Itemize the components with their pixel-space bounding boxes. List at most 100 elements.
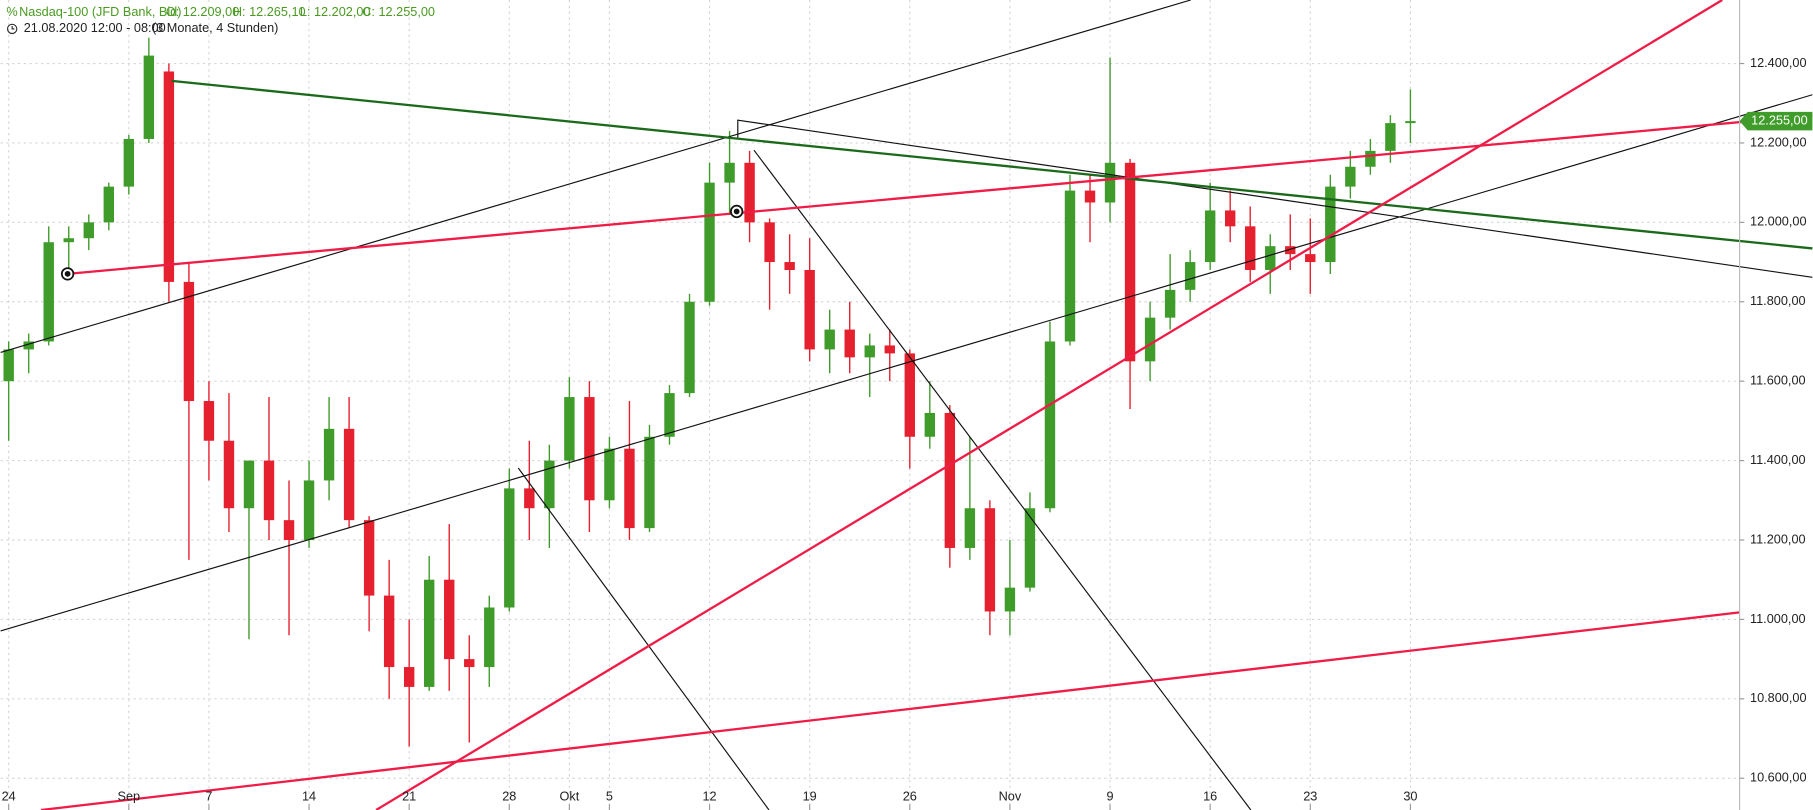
x-tick-label: 28 <box>502 789 516 804</box>
candle-body <box>824 329 835 350</box>
candle-body <box>524 488 535 509</box>
trend-line <box>0 0 1191 353</box>
candle-body <box>804 270 815 350</box>
candle-body <box>363 520 375 596</box>
candle-body <box>1285 246 1296 255</box>
candle-body <box>504 488 515 608</box>
trend-line <box>737 119 1813 278</box>
candle-body <box>444 579 455 660</box>
candle-body <box>403 667 415 687</box>
candle-body <box>3 349 14 382</box>
x-tick-label: Sep <box>118 789 141 804</box>
candle-body <box>904 353 915 437</box>
candle-body <box>1385 123 1396 151</box>
candle-body <box>584 397 595 501</box>
candle-body <box>1124 162 1136 362</box>
candle-body <box>644 436 655 529</box>
candle-body <box>464 659 475 668</box>
candle-body <box>1004 587 1016 612</box>
candle-body <box>964 508 976 548</box>
y-tick-label: 10.800,00 <box>1750 690 1807 705</box>
x-tick-label: 23 <box>1303 789 1317 804</box>
candle-body <box>223 440 235 509</box>
y-tick-label: 11.200,00 <box>1750 531 1806 546</box>
x-tick-label: 21 <box>402 789 416 804</box>
candle-body <box>544 460 555 509</box>
high-label: H: 12.265,10 <box>233 4 306 19</box>
price-tag-label: 12.255,00 <box>1751 112 1808 127</box>
candle-body <box>624 448 635 529</box>
x-tick-label: 30 <box>1403 789 1417 804</box>
x-tick-label: 14 <box>302 789 316 804</box>
candle-body <box>1305 254 1316 263</box>
close-label: C: 12.255,00 <box>362 4 435 19</box>
candle-body <box>924 412 936 437</box>
candle-body <box>1044 341 1056 509</box>
candle-body <box>744 162 755 223</box>
x-tick-label: 19 <box>803 789 817 804</box>
candle-body <box>664 393 675 437</box>
y-tick-label: 11.600,00 <box>1750 373 1806 388</box>
trend-line <box>40 611 1740 810</box>
candle-body <box>984 508 996 612</box>
candle-body <box>1265 246 1276 270</box>
candle-body <box>343 428 355 521</box>
candle-body <box>424 579 435 687</box>
date-range: 21.08.2020 12:00 - 08:00 <box>24 20 166 35</box>
x-tick-label: 12 <box>702 789 716 804</box>
price-tag <box>1739 111 1813 131</box>
candle-body <box>864 345 875 358</box>
candle-body <box>724 162 735 183</box>
y-tick-label: 11.000,00 <box>1750 611 1806 626</box>
candle-body <box>704 182 715 302</box>
y-tick-label: 12.000,00 <box>1750 214 1807 229</box>
candle-body <box>1104 162 1116 203</box>
candle-body <box>143 55 155 139</box>
anchor-point <box>733 208 740 215</box>
candle-body <box>163 71 175 282</box>
candle-body <box>944 412 956 548</box>
candle-body <box>1184 262 1196 290</box>
candle-body <box>1204 210 1216 263</box>
candle-body <box>63 238 74 243</box>
candle-body <box>884 345 895 354</box>
trend-line <box>375 0 1723 810</box>
candle-body <box>303 480 315 540</box>
candle-body <box>203 401 215 441</box>
trend-line <box>517 467 770 810</box>
candle-body <box>43 242 54 342</box>
candle-body <box>103 186 115 223</box>
trend-line <box>0 94 1813 632</box>
trend-line <box>753 149 1252 810</box>
header: % Nasdaq-100 (JFD Bank, Bid) O: 12.209,0… <box>6 4 435 35</box>
candle-body <box>1224 210 1236 227</box>
candle-body <box>1064 190 1076 342</box>
x-tick-label: 7 <box>205 789 212 804</box>
candle-body <box>764 222 775 263</box>
y-tick-label: 10.600,00 <box>1750 770 1807 785</box>
candle-body <box>844 329 855 358</box>
candle-body <box>383 595 395 668</box>
candle-body <box>1245 226 1256 270</box>
candle-body <box>83 222 94 239</box>
candle-body <box>1325 186 1336 263</box>
candle-body <box>123 138 135 187</box>
candle-body <box>1365 150 1376 167</box>
x-tick-label: 5 <box>606 789 613 804</box>
axis: 10.600,00 10.800,00 11.000,00 11.200,00 11.4… <box>2 55 1813 810</box>
candle-body <box>604 448 615 501</box>
clock-icon <box>11 25 15 30</box>
candle-body <box>323 428 335 481</box>
candle-body <box>1405 121 1416 124</box>
x-tick-label: Nov <box>999 789 1022 804</box>
candle-body <box>263 460 275 521</box>
candle-body <box>1164 289 1176 318</box>
instrument: Nasdaq-100 (JFD Bank, Bid) <box>19 4 181 19</box>
low-label: L: 12.202,00 <box>300 4 371 19</box>
candles <box>3 37 1416 747</box>
candle-body <box>23 341 34 350</box>
candle-body <box>484 607 495 668</box>
candle-body <box>1024 508 1036 588</box>
